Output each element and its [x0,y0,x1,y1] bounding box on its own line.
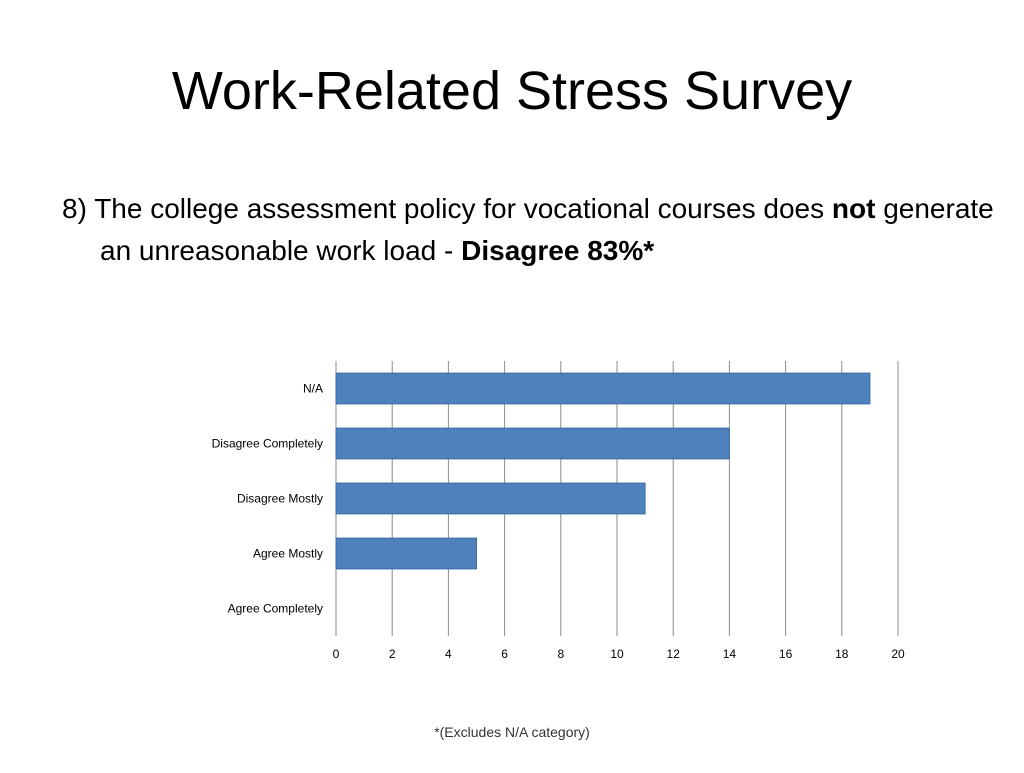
bar [335,427,730,460]
slide-title: Work-Related Stress Survey [171,61,853,121]
category-label: N/A [303,382,323,396]
x-tick-label: 0 [333,647,340,661]
question-result: Disagree 83%* [461,235,655,266]
question-text-part-1: The college assessment policy for vocati… [94,193,825,224]
category-label: Disagree Mostly [237,492,323,506]
category-label: Agree Completely [228,602,323,616]
x-tick-label: 8 [557,647,564,661]
question-text-part-2: generate an unreasonable work load - [100,193,994,266]
x-tick-label: 18 [835,647,849,661]
x-tick-label: 20 [891,647,905,661]
bar [335,482,646,515]
question-text: 8) The college assessment policy for voc… [62,188,1020,272]
x-tick-label: 6 [501,647,508,661]
x-tick-label: 16 [779,647,793,661]
x-tick-label: 2 [389,647,396,661]
bar [335,372,871,405]
x-tick-label: 12 [667,647,681,661]
question-number: 8) [62,193,87,224]
question-emphasis: not [831,193,876,224]
x-tick-label: 14 [723,647,737,661]
footnote: *(Excludes N/A category) [434,724,590,740]
category-label: Agree Mostly [253,547,323,561]
x-tick-label: 4 [445,647,452,661]
bar [335,537,477,570]
x-tick-label: 10 [610,647,624,661]
category-label: Disagree Completely [212,437,323,451]
